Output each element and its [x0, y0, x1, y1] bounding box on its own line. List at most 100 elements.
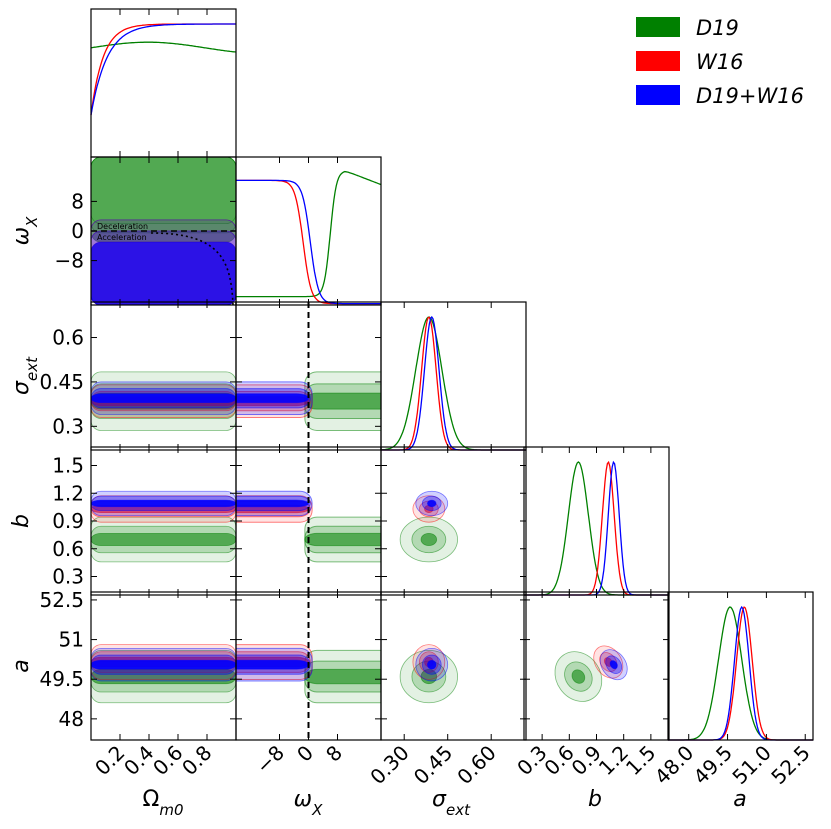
contour-panel-sig-a	[399, 644, 458, 704]
y-tick-label-sig: 0.6	[52, 326, 84, 350]
y-tick-label-b: 1.2	[52, 481, 84, 505]
marginal-W16-a	[668, 606, 813, 741]
panel-frame-sig-a	[380, 591, 527, 741]
deceleration-annotation: Deceleration	[97, 222, 148, 231]
x-tick-label-a: 49.5	[689, 741, 737, 789]
y-tick-label-wX: 8	[71, 189, 84, 213]
panel-frame-sig-b	[380, 446, 527, 596]
contour-panel-Om-b	[91, 490, 236, 563]
y-tick-label-wX: 0	[71, 219, 84, 243]
frame-layer	[90, 8, 814, 741]
legend-label-part: D19	[696, 84, 739, 108]
contour-D19+W16-b-a	[609, 660, 618, 670]
contour-D19+W16-sig-a	[426, 659, 437, 670]
marginal-D19+W16-sig	[381, 315, 526, 451]
axis-label-Om: Ωm0	[143, 787, 184, 819]
axis-label-sub: X	[311, 801, 323, 819]
contour-D19+W16-Om-a	[91, 659, 236, 670]
y-tick-label-a: 48	[59, 707, 84, 731]
legend-label-D19: D19	[696, 16, 739, 40]
axis-label-main: Ω	[143, 787, 160, 812]
panel-frame-Om-Om	[90, 8, 237, 158]
contour-D19-sig-b	[420, 532, 438, 547]
legend-label-part: D19	[696, 16, 739, 40]
axis-label-sub: X	[23, 216, 41, 228]
y-tick-label-sig: 0.45	[39, 370, 84, 394]
marginal-D19+W16-wX	[236, 179, 381, 305]
axis-label-a: a	[733, 787, 746, 812]
x-tick-label-wX: −8	[251, 741, 289, 779]
acceleration-curve	[150, 232, 234, 305]
axis-label-main: σ	[9, 380, 34, 395]
marginal-W16-Om	[90, 23, 236, 116]
y-tick-label-a: 51	[59, 628, 84, 652]
axis-label-main: b	[9, 514, 34, 528]
axis-label-main: a	[733, 787, 746, 812]
x-tick-label-wX: 8	[321, 741, 347, 767]
acceleration-annotation: Acceleration	[97, 233, 147, 242]
x-tick-label-wX: 0	[292, 741, 318, 767]
panel-frame-sig-sig	[380, 301, 527, 451]
x-tick-label-sig: 0.45	[409, 741, 457, 789]
contour-D19+W16-Om-sig	[91, 393, 236, 404]
x-tick-label-sig: 0.30	[365, 741, 413, 789]
legend-swatch-D19+W16	[636, 85, 680, 105]
axis-label-sig: σext	[432, 787, 471, 819]
x-tick-label-a: 51.0	[727, 741, 775, 789]
contour-panel-Om-sig	[91, 371, 236, 431]
axis-label-main: ω	[294, 787, 312, 812]
legend-swatch-W16	[636, 51, 680, 71]
contour-D19-Om-b	[91, 532, 236, 547]
contour-layer	[91, 157, 628, 740]
marginal-D19+W16-Om	[90, 23, 236, 116]
axis-label-b: b	[588, 787, 602, 812]
axis-label-wX: ωX	[294, 787, 323, 819]
marginal-D19-sig	[381, 316, 526, 451]
y-tick-label-sig: 0.3	[52, 414, 84, 438]
contour-D19+W16-wX-b	[236, 499, 309, 508]
marginal-D19-wX	[236, 170, 382, 298]
contour-D19-wX-a	[304, 668, 381, 685]
contour-panel-Om-a	[91, 644, 236, 704]
contour-panel-b-a	[554, 645, 628, 702]
contour-D19-wX-sig	[304, 392, 381, 410]
panel-frame-a-a	[667, 591, 814, 741]
y-tick-label-b: 0.9	[52, 509, 84, 533]
contour-D19+W16-Om-b	[91, 499, 236, 508]
legend-label-D19+W16: D19+W16	[696, 84, 804, 108]
axis-label-main: σ	[432, 787, 447, 812]
contour-panel-Om-wX	[91, 157, 236, 305]
axis-label-sub: ext	[446, 801, 471, 819]
contour-panel-sig-b	[399, 490, 458, 563]
marginal-W16-b	[524, 460, 669, 596]
y-tick-label-wX: −8	[55, 249, 84, 273]
x-tick-label-a: 48.0	[650, 741, 698, 789]
x-tick-label-Om: 0.8	[177, 741, 216, 780]
contour-D19-wX-b	[304, 532, 381, 547]
legend-label-part: +W16	[739, 84, 804, 108]
x-tick-label-a: 52.5	[766, 741, 814, 789]
y-tick-label-a: 49.5	[39, 667, 84, 691]
axis-label-wX: ωX	[9, 216, 41, 245]
contour-panel-wX-a	[236, 592, 381, 740]
y-tick-label-b: 0.6	[52, 537, 84, 561]
marginal-W16-wX	[236, 179, 381, 305]
axis-label-sub: ext	[23, 356, 41, 381]
y-tick-label-a: 52.5	[39, 588, 84, 612]
axis-label-b: b	[9, 514, 34, 528]
y-tick-label-b: 1.5	[52, 454, 84, 478]
axis-label-a: a	[9, 659, 34, 672]
y-tick-label-b: 0.3	[52, 565, 84, 589]
contour-D19-b-a	[571, 669, 586, 684]
legend-label-part: W16	[696, 50, 744, 74]
contour-D19+W16-wX-sig	[236, 393, 309, 404]
contour-D19+W16-sig-b	[426, 499, 437, 508]
legend-label-W16: W16	[696, 50, 744, 74]
contour-panel-wX-sig	[236, 302, 381, 450]
contour-D19+W16-Om-wX	[91, 241, 236, 305]
axis-label-sig: σext	[9, 356, 41, 395]
axis-label-main: ω	[9, 227, 34, 245]
axis-label-main: b	[588, 787, 602, 812]
